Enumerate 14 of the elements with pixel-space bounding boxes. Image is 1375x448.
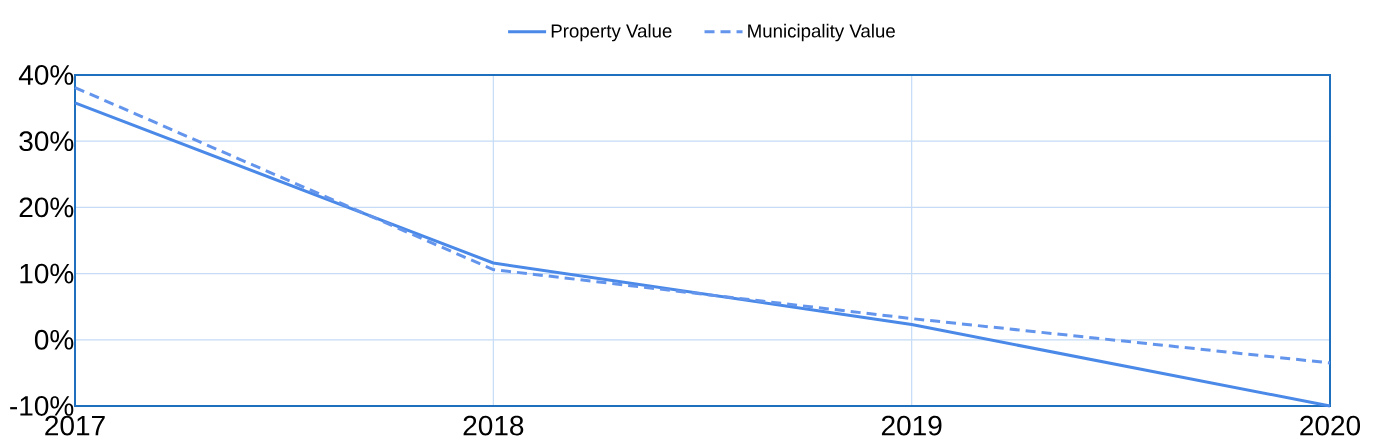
y-tick-label: 40% [18, 65, 74, 85]
y-tick-label: 0% [34, 329, 74, 350]
y-tick-label: -10% [10, 396, 74, 416]
x-tick-label: 2019 [881, 415, 942, 436]
x-tick-label: 2020 [1300, 415, 1361, 436]
x-tick-label: 2018 [463, 415, 524, 436]
y-tick-label: 20% [19, 197, 74, 218]
x-tick-label: 2017 [45, 415, 105, 436]
y-tick-label: 30% [19, 131, 74, 152]
legend-label: Property Value [551, 23, 672, 42]
y-tick-label: 10% [20, 263, 74, 284]
line-series [73, 101, 1332, 408]
line-series [73, 86, 1332, 365]
legend-label: Municipality Value [748, 23, 895, 42]
